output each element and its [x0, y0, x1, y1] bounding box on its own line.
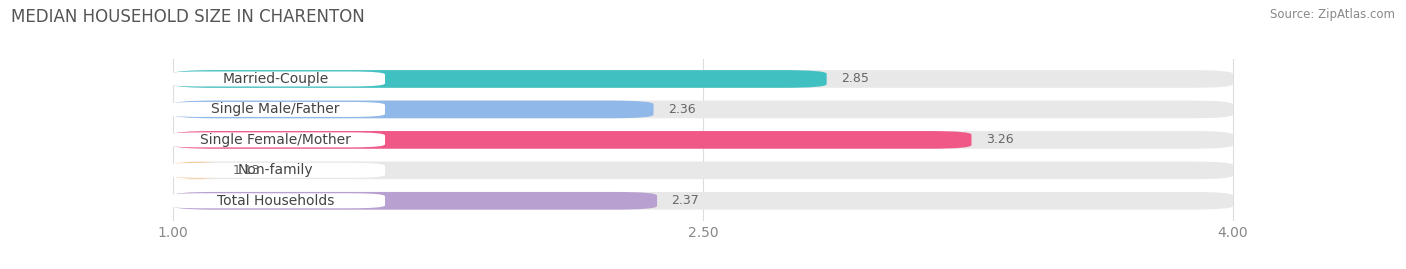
FancyBboxPatch shape [166, 132, 385, 147]
FancyBboxPatch shape [173, 101, 654, 118]
Text: 2.36: 2.36 [668, 103, 696, 116]
Text: Single Female/Mother: Single Female/Mother [200, 133, 352, 147]
FancyBboxPatch shape [173, 70, 827, 88]
FancyBboxPatch shape [173, 101, 1233, 118]
FancyBboxPatch shape [173, 192, 657, 210]
Text: Single Male/Father: Single Male/Father [211, 102, 340, 116]
FancyBboxPatch shape [166, 193, 385, 208]
FancyBboxPatch shape [173, 161, 219, 179]
Text: Source: ZipAtlas.com: Source: ZipAtlas.com [1270, 8, 1395, 21]
FancyBboxPatch shape [173, 131, 1233, 149]
Text: 1.13: 1.13 [233, 164, 260, 177]
FancyBboxPatch shape [173, 192, 1233, 210]
Text: MEDIAN HOUSEHOLD SIZE IN CHARENTON: MEDIAN HOUSEHOLD SIZE IN CHARENTON [11, 8, 366, 26]
Text: 2.85: 2.85 [841, 72, 869, 86]
FancyBboxPatch shape [173, 70, 1233, 88]
Text: 3.26: 3.26 [986, 133, 1014, 146]
FancyBboxPatch shape [173, 131, 972, 149]
FancyBboxPatch shape [166, 163, 385, 178]
FancyBboxPatch shape [166, 102, 385, 117]
FancyBboxPatch shape [166, 72, 385, 86]
Text: Non-family: Non-family [238, 163, 314, 177]
Text: Married-Couple: Married-Couple [222, 72, 329, 86]
FancyBboxPatch shape [173, 161, 1233, 179]
Text: 2.37: 2.37 [671, 194, 699, 207]
Text: Total Households: Total Households [217, 194, 335, 208]
